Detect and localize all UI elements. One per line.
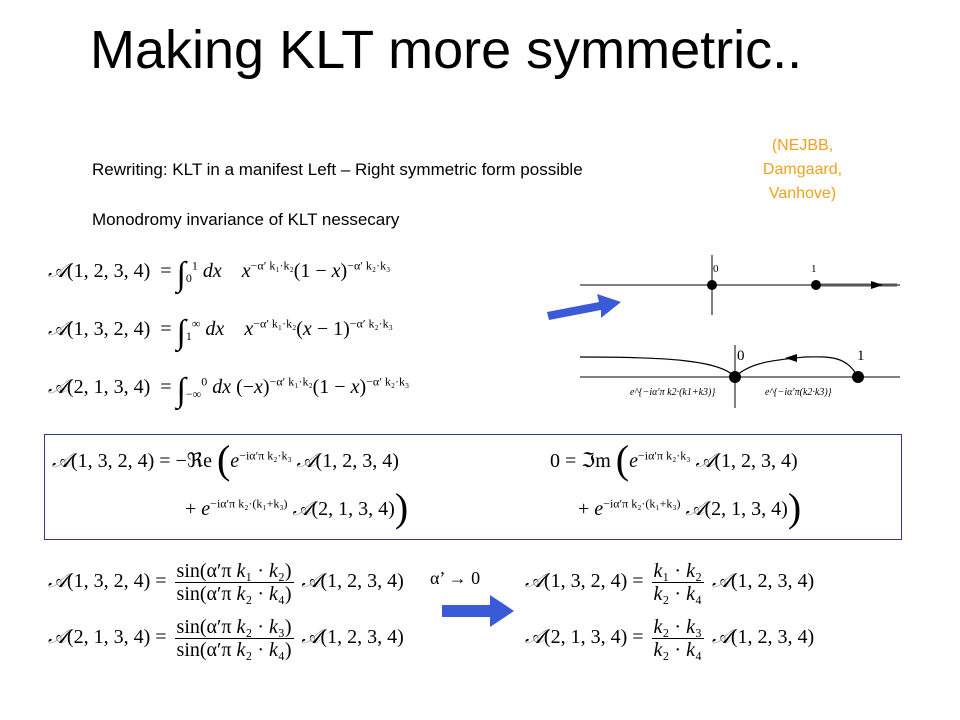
arrow-icon xyxy=(547,294,621,320)
integral-row-2: 𝒜(1, 3, 2, 4) = ∫1∞ dx x−α′ k₁·k₂(x − 1)… xyxy=(48,314,393,351)
limit-label: α’ → 0 xyxy=(430,568,481,588)
citation: (NEJBB, Damgaard, Vanhove) xyxy=(762,137,843,202)
monodromy-relations-box xyxy=(44,434,902,540)
contour-phase-left: e^{−iα′π k2·(k1+k3)} xyxy=(630,387,715,398)
contour-diagram-top: 0 1 xyxy=(580,255,900,315)
klt-relation-2: 𝒜(2, 1, 3, 4) = sin(α′π k₂ · k₃) sin(α′π … xyxy=(48,616,404,661)
limit-arrow-icon xyxy=(442,595,514,627)
contour-diagram-bottom: 0 1 e^{−iα′π k2·(k1+k3)} e^{−iα′π(k2·k3)… xyxy=(579,345,900,408)
contour-bottom-zero: 0 xyxy=(737,348,745,364)
monodromy-imag-part-term2: + e−iα′π k₂·(k₁+k₃) 𝒜(2, 1, 3, 4)) xyxy=(578,485,802,530)
monodromy-real-part: 𝒜(1, 3, 2, 4) = −ℜe (e−iα′π k₂·k₃ 𝒜(1, 2… xyxy=(52,437,399,482)
contour-top-one: 1 xyxy=(811,263,817,275)
monodromy-note: Monodromy invariance of KLT nessecary xyxy=(92,210,400,229)
contour-top-zero: 0 xyxy=(713,263,719,275)
slide-title: Making KLT more symmetric.. xyxy=(90,20,803,80)
monodromy-imag-part: 0 = ℑm (e−iα′π k₂·k₃ 𝒜(1, 2, 3, 4) xyxy=(550,437,798,482)
field-theory-relation-2: 𝒜(2, 1, 3, 4) = k₂ · k₃ k₂ · k₄ 𝒜(1, 2, 3… xyxy=(525,616,815,661)
field-theory-relation-1: 𝒜(1, 3, 2, 4) = k₁ · k₂ k₂ · k₄ 𝒜(1, 2, 3… xyxy=(525,560,815,605)
contour-bottom-one: 1 xyxy=(857,348,865,364)
integral-row-3: 𝒜(2, 1, 3, 4) = ∫−∞0 dx (−x)−α′ k₁·k₂(1 … xyxy=(48,372,410,409)
monodromy-real-part-term2: + e−iα′π k₂·(k₁+k₃) 𝒜(2, 1, 3, 4)) xyxy=(185,485,409,530)
klt-relation-1: 𝒜(1, 3, 2, 4) = sin(α′π k₁ · k₂) sin(α′π … xyxy=(48,560,404,605)
contour-phase-right: e^{−iα′π(k2·k3)} xyxy=(765,387,832,398)
rewriting-note: Rewriting: KLT in a manifest Left – Righ… xyxy=(92,160,583,179)
integral-row-1: 𝒜(1, 2, 3, 4) = ∫01 dx x−α′ k₁·k₂(1 − x)… xyxy=(48,256,391,293)
